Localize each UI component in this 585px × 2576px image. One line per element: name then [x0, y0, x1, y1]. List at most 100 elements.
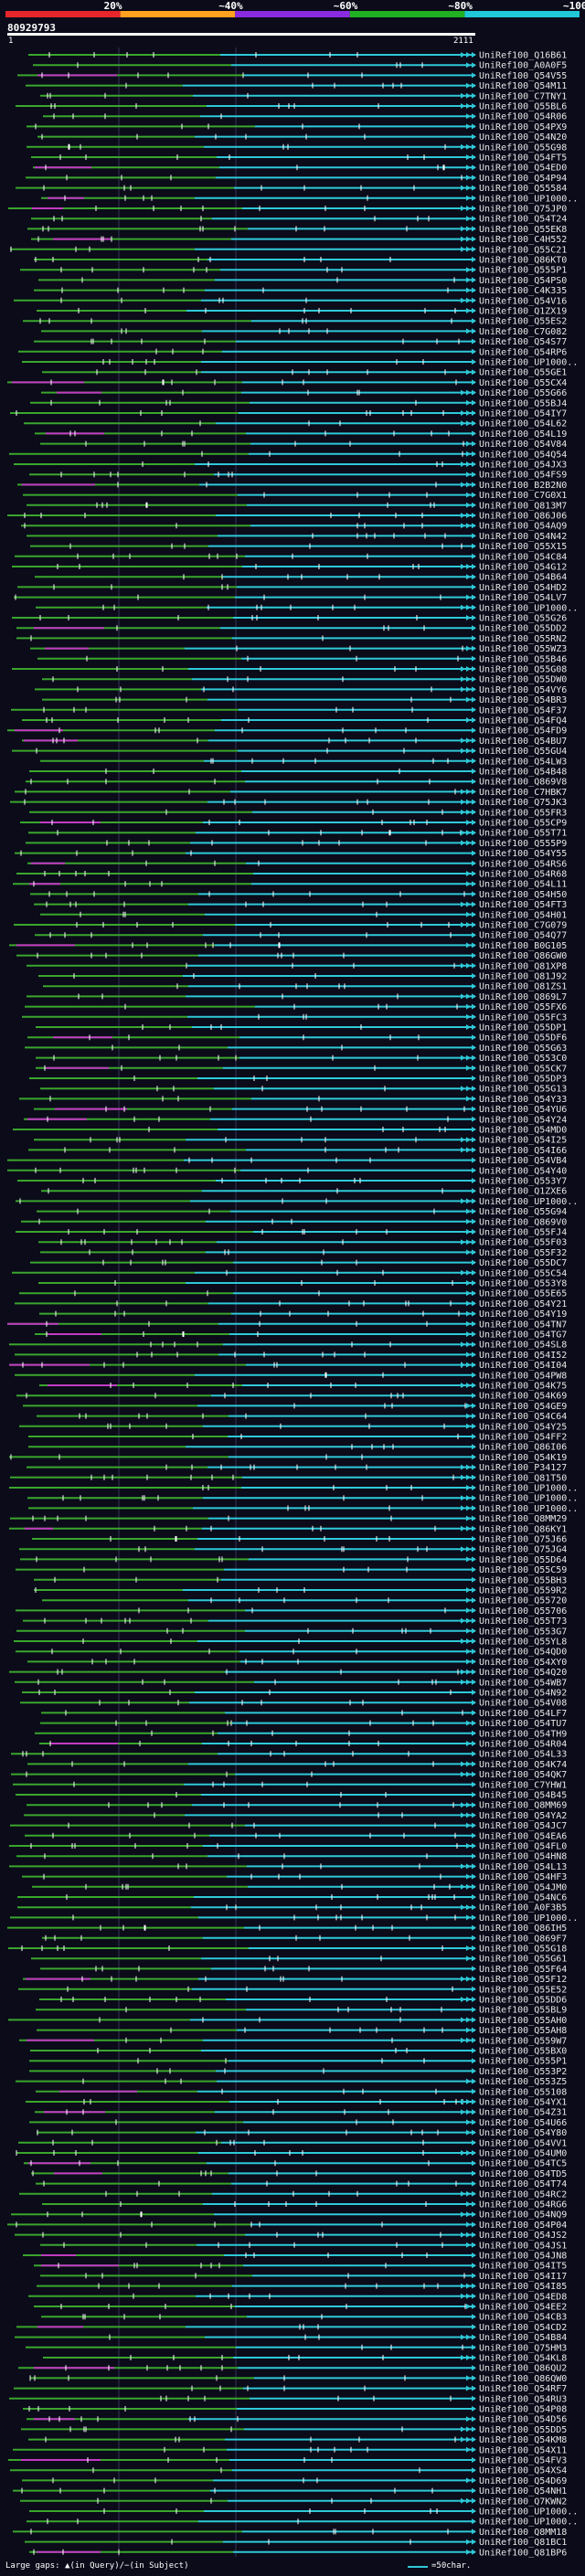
hit-label[interactable]: UniRef100_Q55CX4 [479, 378, 567, 388]
hit-label[interactable]: UniRef100_Q54V16 [479, 296, 567, 306]
hit-label[interactable]: UniRef100_A0F3B5 [479, 1903, 567, 1913]
hit-row[interactable]: UniRef100_Q54I52 [15, 1351, 567, 1361]
hit-row[interactable]: UniRef100_B0G105 [9, 941, 567, 951]
hit-row[interactable]: UniRef100_Q54TN7 [7, 1320, 567, 1330]
hit-row[interactable]: UniRef100_Q55FC3 [22, 1012, 567, 1023]
hit-label[interactable]: UniRef100_Q54Y80 [479, 2128, 567, 2138]
hit-row[interactable]: UniRef100_Q553Y7 [17, 1177, 567, 1187]
hit-row[interactable]: UniRef100_Q55CX4 [7, 378, 567, 388]
hit-row[interactable]: UniRef100_Q54RU3 [9, 2394, 567, 2404]
hit-row[interactable]: UniRef100_C7G082 [41, 327, 567, 337]
hit-row[interactable]: UniRef100_Q54L33 [11, 1750, 567, 1760]
hit-label[interactable]: UniRef100_Q75J66 [479, 1535, 567, 1545]
hit-label[interactable]: UniRef100_Q54YX1 [479, 2098, 567, 2108]
hit-label[interactable]: UniRef100_C7YHW1 [479, 1780, 567, 1790]
hit-row[interactable]: UniRef100_Q54LW3 [40, 757, 567, 767]
hit-row[interactable]: UniRef100_Q86KT0 [34, 256, 567, 266]
hit-label[interactable]: UniRef100_Q55G94 [479, 1207, 567, 1217]
hit-label[interactable]: UniRef100_Q54HF3 [479, 1872, 567, 1882]
hit-row[interactable]: UniRef100_Q81XP8 [27, 961, 567, 971]
hit-row[interactable]: UniRef100_Q55C21 [10, 245, 567, 255]
hit-row[interactable]: UniRef100_Q559W7 [19, 2036, 567, 2046]
hit-label[interactable]: UniRef100_Q54T24 [479, 215, 567, 225]
hit-label[interactable]: UniRef100_Q55CK7 [479, 1064, 567, 1074]
hit-row[interactable]: UniRef100_Q54U66 [29, 2118, 567, 2128]
hit-label[interactable]: UniRef100_Q54RU3 [479, 2394, 567, 2404]
hit-label[interactable]: UniRef100_Q86KY1 [479, 1524, 567, 1534]
hit-row[interactable]: UniRef100_C4H552 [31, 235, 567, 245]
hit-row[interactable]: UniRef100_Q55E65 [19, 1289, 567, 1299]
hit-row[interactable]: UniRef100_Q8MM69 [27, 1801, 567, 1811]
hit-row[interactable]: UniRef100_Q54PW8 [15, 1371, 567, 1381]
hit-label[interactable]: UniRef100_Q54C64 [479, 1412, 567, 1422]
hit-label[interactable]: UniRef100_Q54TC5 [479, 2159, 567, 2169]
hit-label[interactable]: UniRef100_Q8MM18 [479, 2528, 567, 2538]
hit-label[interactable]: UniRef100_Q54N20 [479, 133, 567, 143]
hit-label[interactable]: UniRef100_Q54M11 [479, 81, 567, 91]
hit-row[interactable]: UniRef100_Q54R06 [43, 112, 567, 122]
hit-label[interactable]: UniRef100_Q54QD0 [479, 1648, 567, 1658]
hit-row[interactable]: UniRef100_UP1000.. [28, 1504, 578, 1514]
hit-row[interactable]: UniRef100_C7TNY1 [40, 91, 567, 101]
hit-label[interactable]: UniRef100_Q1ZXE6 [479, 1187, 567, 1197]
hit-row[interactable]: UniRef100_Q54V84 [40, 440, 567, 450]
hit-label[interactable]: UniRef100_Q55G08 [479, 665, 567, 675]
hit-label[interactable]: UniRef100_Q54D56 [479, 2415, 567, 2425]
hit-row[interactable]: UniRef100_Q54TU7 [40, 1719, 567, 1729]
hit-row[interactable]: UniRef100_Q54H50 [30, 890, 567, 900]
hit-label[interactable]: UniRef100_Q54U66 [479, 2118, 567, 2128]
hit-label[interactable]: UniRef100_Q55FR3 [479, 808, 567, 818]
hit-row[interactable]: UniRef100_Q54R68 [16, 870, 567, 880]
hit-label[interactable]: UniRef100_Q55G63 [479, 1044, 567, 1054]
hit-label[interactable]: UniRef100_Q54VY6 [479, 685, 567, 695]
hit-row[interactable]: UniRef100_Q54AQ9 [21, 522, 567, 532]
hit-label[interactable]: UniRef100_Q54LF7 [479, 1709, 567, 1719]
hit-row[interactable]: UniRef100_Q55WZ3 [30, 644, 567, 654]
hit-label[interactable]: UniRef100_Q54G12 [479, 563, 567, 573]
hit-row[interactable]: UniRef100_Q54RG6 [42, 2200, 567, 2210]
hit-label[interactable]: UniRef100_Q54FF2 [479, 1433, 567, 1443]
hit-label[interactable]: UniRef100_Q54K19 [479, 1453, 567, 1463]
hit-label[interactable]: UniRef100_Q54Y55 [479, 849, 567, 859]
hit-row[interactable]: UniRef100_Q75JP0 [8, 205, 567, 215]
hit-row[interactable]: UniRef100_Q54FF2 [28, 1433, 567, 1443]
hit-label[interactable]: UniRef100_Q55C54 [479, 1268, 567, 1278]
hit-label[interactable]: UniRef100_Q75HM3 [479, 2343, 567, 2353]
hit-label[interactable]: UniRef100_Q55720 [479, 1596, 567, 1606]
hit-label[interactable]: UniRef100_Q86QU2 [479, 2364, 567, 2374]
hit-row[interactable]: UniRef100_Q81J92 [38, 972, 567, 982]
hit-row[interactable]: UniRef100_Q55F12 [23, 1975, 567, 1985]
hit-row[interactable]: UniRef100_Q54Y24 [24, 1115, 567, 1125]
hit-label[interactable]: UniRef100_Q54NH1 [479, 2486, 567, 2496]
hit-label[interactable]: UniRef100_Q81BP6 [479, 2548, 567, 2558]
hit-label[interactable]: UniRef100_Q54L62 [479, 419, 567, 429]
hit-label[interactable]: UniRef100_Q54I66 [479, 1146, 567, 1156]
hit-label[interactable]: UniRef100_C4K335 [479, 286, 567, 296]
hit-label[interactable]: UniRef100_Q55F12 [479, 1975, 567, 1985]
hit-label[interactable]: UniRef100_Q86I06 [479, 1443, 567, 1453]
hit-label[interactable]: UniRef100_Q81XP8 [479, 961, 567, 971]
hit-row[interactable]: UniRef100_Q553G7 [16, 1627, 567, 1637]
hit-label[interactable]: UniRef100_Q54Z31 [479, 2108, 567, 2118]
hit-row[interactable]: UniRef100_UP1000.. [29, 2507, 578, 2518]
hit-row[interactable]: UniRef100_Q54V16 [14, 296, 567, 306]
hit-row[interactable]: UniRef100_Q54Y19 [39, 1309, 567, 1320]
hit-row[interactable]: UniRef100_Q55G13 [40, 1085, 567, 1095]
hit-label[interactable]: UniRef100_Q55FX6 [479, 1002, 567, 1012]
hit-row[interactable]: UniRef100_Q54L62 [24, 419, 567, 429]
hit-row[interactable]: UniRef100_Q54H01 [40, 910, 567, 920]
hit-label[interactable]: UniRef100_Q54JS2 [479, 2231, 567, 2241]
hit-label[interactable]: UniRef100_Q54JX3 [479, 461, 567, 471]
hit-row[interactable]: UniRef100_Q55ES2 [23, 317, 567, 327]
hit-row[interactable]: UniRef100_Q54V08 [20, 1699, 567, 1709]
hit-label[interactable]: UniRef100_Q54I85 [479, 2282, 567, 2292]
hit-label[interactable]: UniRef100_Q54FD9 [479, 726, 567, 737]
hit-label[interactable]: UniRef100_Q81ZS1 [479, 982, 567, 992]
hit-row[interactable]: UniRef100_Q1ZXE6 [41, 1187, 567, 1197]
hit-row[interactable]: UniRef100_Q54Q77 [35, 931, 567, 941]
hit-label[interactable]: UniRef100_Q55DP3 [479, 1075, 567, 1085]
hit-label[interactable]: UniRef100_Q54I17 [479, 2272, 567, 2282]
hit-row[interactable]: UniRef100_Q54N92 [22, 1689, 567, 1699]
hit-label[interactable]: UniRef100_Q54JS1 [479, 2241, 567, 2251]
hit-label[interactable]: UniRef100_Q75JK3 [479, 798, 567, 808]
